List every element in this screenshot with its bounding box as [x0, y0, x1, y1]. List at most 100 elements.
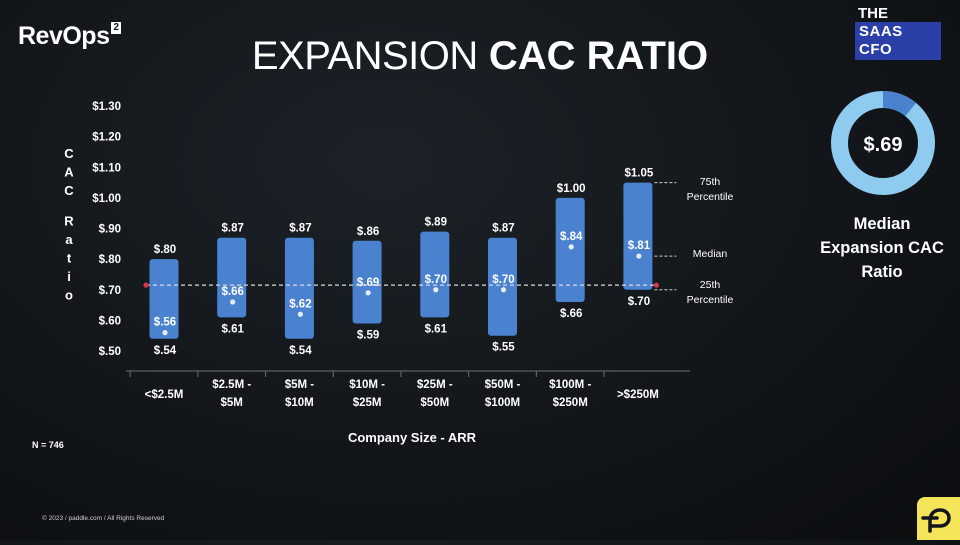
- title-word-2: CAC RATIO: [488, 34, 709, 78]
- y-tick-label: $.90: [99, 224, 121, 236]
- p25-label: $.55: [492, 342, 515, 354]
- p75-label: $.86: [357, 226, 379, 238]
- median-dot: [568, 244, 574, 250]
- title-word-1: EXPANSION: [251, 34, 478, 78]
- p75-label: $.87: [492, 223, 514, 235]
- y-axis-label-letter: R: [64, 214, 74, 229]
- median-label: $.62: [289, 298, 311, 310]
- x-tick-label: $5M: [221, 397, 243, 409]
- annotation-text: 75th: [700, 176, 721, 188]
- y-axis-label-letter: a: [65, 232, 73, 247]
- p75-label: $.80: [154, 244, 176, 256]
- y-tick-label: $1.20: [92, 132, 121, 144]
- median-ring-segment: [882, 91, 917, 117]
- annotation-text: Percentile: [687, 191, 734, 203]
- x-axis-label: Company Size - ARR: [348, 430, 477, 445]
- median-dot: [297, 311, 303, 317]
- median-dot: [500, 287, 507, 293]
- reference-dot-right: [653, 282, 660, 288]
- x-axis-ticks: <$2.5M $2.5M - $5M $5M - $10M $10M - $25M $25M …: [129, 371, 659, 409]
- revops-logo-superscript: 2: [111, 22, 121, 34]
- median-dot: [162, 330, 168, 336]
- median-caption-line-1: Median: [853, 215, 911, 233]
- y-axis-label: CAC Ratio: [64, 146, 74, 303]
- p25-label: $.54: [154, 345, 177, 357]
- x-tick-label: $100M: [485, 397, 520, 409]
- x-tick-label: $250M: [553, 397, 588, 409]
- y-tick-label: $.80: [99, 254, 121, 266]
- reference-dot-left: [143, 282, 149, 288]
- p75-label: $1.00: [557, 183, 586, 195]
- x-tick-label: $50M -: [485, 379, 521, 391]
- saas-logo-line-1: THE: [858, 5, 888, 22]
- saas-cfo-logo: THE SAAS CFO: [855, 6, 941, 60]
- y-tick-label: $.50: [99, 346, 121, 358]
- sample-size-label: N = 746: [32, 440, 64, 450]
- annotations: 75th Percentile Median 25th Percentile: [654, 176, 734, 306]
- range-bar: [352, 240, 382, 324]
- x-tick-label: $100M -: [549, 379, 591, 391]
- p75-label: $.87: [289, 223, 311, 235]
- x-tick-label: $50M: [420, 397, 449, 409]
- y-tick-label: $.70: [99, 285, 121, 297]
- x-tick-label: $2.5M -: [212, 379, 251, 391]
- revops-logo: RevOps 2: [18, 22, 121, 50]
- bars: $.80 $.54 $.56 $.87 $.61 $.66 $.87 $.54 $.62 $.86…: [149, 168, 654, 357]
- p75-label: $1.05: [625, 168, 654, 180]
- y-tick-label: $1.00: [92, 193, 121, 205]
- median-caption-line-2: Expansion CAC: [820, 239, 944, 257]
- range-bar: [149, 259, 179, 339]
- paddle-logo: [917, 497, 960, 540]
- median-ring-panel: $.69: [831, 91, 935, 195]
- saas-logo-line-2: SAAS CFO: [855, 22, 941, 60]
- range-bar: [420, 231, 450, 318]
- p25-label: $.61: [222, 323, 245, 335]
- x-tick-label: <$2.5M: [145, 389, 184, 401]
- p25-label: $.59: [357, 329, 379, 341]
- median-label: $.84: [560, 231, 583, 243]
- median-dot: [636, 253, 642, 259]
- y-tick-label: $.60: [99, 315, 121, 327]
- median-caption: Median Expansion CAC Ratio: [806, 212, 958, 284]
- y-axis-label-letter: o: [65, 288, 73, 303]
- median-value: $.69: [864, 134, 903, 156]
- median-caption-line-3: Ratio: [861, 263, 903, 281]
- median-label: $.81: [628, 240, 651, 252]
- range-bar: [555, 197, 585, 302]
- annotation-text: Percentile: [687, 294, 734, 306]
- y-axis-label-letter: i: [67, 269, 71, 284]
- x-tick-label: $25M: [353, 397, 382, 409]
- median-label: $.66: [222, 286, 244, 298]
- median-label: $.69: [357, 277, 379, 289]
- median-label: $.56: [154, 317, 176, 329]
- p25-label: $.61: [425, 323, 448, 335]
- range-bar: [488, 237, 517, 336]
- range-bar: [623, 182, 653, 290]
- p25-label: $.54: [289, 345, 312, 357]
- annotation-text: 25th: [700, 279, 721, 291]
- median-dot: [365, 290, 371, 296]
- x-tick-label: $25M -: [417, 379, 453, 391]
- median-label: $.70: [492, 274, 514, 286]
- range-bar: [217, 237, 247, 318]
- x-tick-label: $10M: [285, 397, 314, 409]
- y-axis-label-letter: t: [67, 251, 72, 266]
- median-label: $.70: [425, 274, 447, 286]
- y-axis-ticks: $.50 $.60 $.70 $.80 $.90 $1.00 $1.10 $1.20 $1.30: [92, 101, 121, 358]
- median-dot: [230, 299, 236, 305]
- reference-dots: [143, 282, 660, 288]
- p25-label: $.66: [560, 308, 582, 320]
- range-bar: [284, 237, 314, 339]
- median-dot: [433, 287, 439, 293]
- y-tick-label: $1.30: [92, 101, 121, 113]
- x-tick-label: >$250M: [617, 389, 659, 401]
- annotation-text: Median: [693, 248, 728, 260]
- x-tick-label: $5M -: [285, 379, 315, 391]
- y-tick-label: $1.10: [92, 162, 121, 174]
- y-axis-label-letter: C: [64, 183, 74, 198]
- p25-label: $.70: [628, 296, 650, 308]
- page-title: EXPANSION CAC RATIO: [0, 34, 960, 79]
- y-axis-label-letter: C: [64, 146, 74, 161]
- copyright-notice: © 2023 / paddle.com / All Rights Reserve…: [42, 515, 165, 522]
